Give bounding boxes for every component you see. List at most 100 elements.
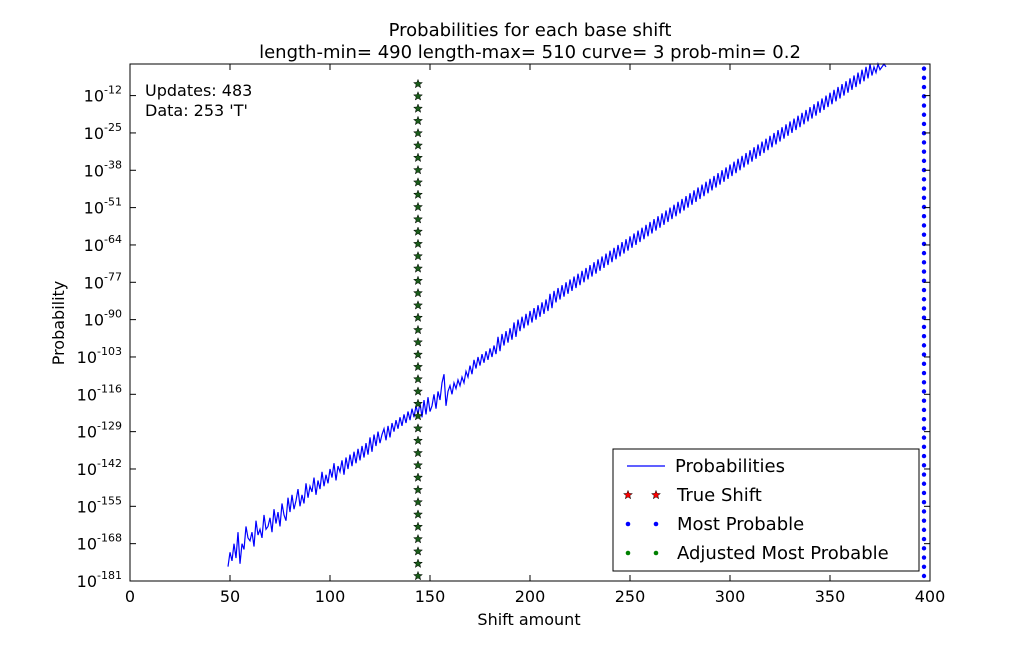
most-probable-point bbox=[921, 380, 927, 385]
most-probable-point bbox=[921, 536, 927, 542]
annotation-updates: Updates: 483 bbox=[145, 81, 252, 100]
x-tick-label-250: 250 bbox=[615, 587, 646, 606]
y-tick-label-9: 10-129 bbox=[77, 420, 122, 442]
most-probable-point bbox=[921, 472, 927, 477]
true-shift-point bbox=[412, 570, 424, 581]
y-tick-label-4: 10-64 bbox=[84, 233, 122, 255]
true-shift-point bbox=[412, 213, 424, 224]
true-shift-point bbox=[412, 78, 424, 89]
true-shift-point bbox=[412, 164, 424, 175]
y-tick-label-10: 10-142 bbox=[77, 457, 122, 479]
x-tick-label-300: 300 bbox=[715, 587, 746, 606]
series-probabilities-line bbox=[227, 61, 887, 567]
legend-swatch-most-probable-a bbox=[625, 521, 631, 527]
x-axis-label: Shift amount bbox=[477, 610, 580, 629]
true-shift-point bbox=[412, 398, 424, 409]
x-tick-label-0: 0 bbox=[125, 587, 135, 606]
y-tick-label-5: 10-77 bbox=[84, 270, 122, 292]
true-shift-point bbox=[412, 189, 424, 199]
y-tick-label-11: 10-155 bbox=[77, 494, 122, 516]
true-shift-point bbox=[412, 386, 424, 396]
true-shift-point bbox=[412, 410, 424, 421]
true-shift-point bbox=[412, 459, 424, 470]
legend-label-true-shift: True Shift bbox=[676, 485, 762, 506]
y-tick-label-12: 10-168 bbox=[77, 532, 122, 554]
most-probable-point bbox=[921, 121, 927, 127]
true-shift-point bbox=[412, 201, 424, 212]
true-shift-point bbox=[412, 238, 424, 249]
legend-label-adjusted-most-probable: Adjusted Most Probable bbox=[677, 543, 889, 564]
most-probable-point bbox=[921, 269, 927, 274]
true-shift-point bbox=[412, 140, 424, 150]
most-probable-point bbox=[921, 343, 927, 348]
most-probable-point bbox=[921, 112, 927, 117]
legend-swatch-true-shift-a bbox=[622, 489, 634, 500]
y-axis-label: Probability bbox=[49, 281, 68, 366]
most-probable-point bbox=[921, 223, 927, 228]
most-probable-point bbox=[921, 75, 927, 81]
series-layer bbox=[227, 61, 927, 581]
most-probable-point bbox=[921, 195, 927, 200]
y-tick-label-2: 10-38 bbox=[84, 158, 122, 180]
y-tick-label-0: 10-12 bbox=[84, 84, 122, 106]
axis-layer: 0 50 100 150 200 250 300 350 400 10-12 10-25 10-38 1… bbox=[77, 63, 946, 606]
most-probable-point bbox=[921, 490, 927, 496]
most-probable-point bbox=[921, 250, 927, 256]
most-probable-point bbox=[921, 66, 927, 71]
most-probable-point bbox=[921, 564, 927, 569]
true-shift-point bbox=[412, 250, 424, 261]
most-probable-point bbox=[921, 94, 927, 99]
most-probable-point bbox=[921, 214, 927, 219]
legend-label-most-probable: Most Probable bbox=[677, 514, 804, 535]
annotation-data: Data: 253 'T' bbox=[145, 101, 248, 120]
most-probable-point bbox=[921, 463, 927, 468]
legend-swatch-adjusted-most-probable-b bbox=[653, 550, 659, 556]
true-shift-point bbox=[412, 546, 424, 556]
annotations: Updates: 483 Data: 253 'T' bbox=[145, 81, 252, 120]
true-shift-point bbox=[412, 275, 424, 286]
true-shift-point bbox=[412, 300, 424, 310]
true-shift-point bbox=[412, 127, 424, 138]
most-probable-point bbox=[921, 260, 927, 265]
most-probable-point bbox=[921, 426, 927, 431]
most-probable-point bbox=[921, 315, 927, 320]
legend-label-probabilities: Probabilities bbox=[675, 456, 785, 477]
most-probable-point bbox=[921, 287, 927, 293]
true-shift-point bbox=[412, 484, 424, 495]
most-probable-point bbox=[921, 140, 927, 145]
most-probable-point bbox=[921, 398, 927, 403]
true-shift-point bbox=[412, 349, 424, 359]
true-shift-point bbox=[412, 103, 424, 113]
true-shift-point bbox=[412, 533, 424, 544]
y-tick-label-13: 10-181 bbox=[77, 569, 122, 591]
true-shift-point bbox=[412, 226, 424, 236]
true-shift-point bbox=[412, 177, 424, 187]
true-shift-point bbox=[412, 312, 424, 322]
true-shift-point bbox=[412, 152, 424, 163]
y-tick-label-7: 10-103 bbox=[77, 345, 122, 367]
true-shift-point bbox=[412, 447, 424, 458]
chart-subtitle: length-min= 490 length-max= 510 curve= 3… bbox=[259, 42, 801, 63]
y-tick-label-3: 10-51 bbox=[84, 196, 122, 218]
true-shift-point bbox=[412, 521, 424, 532]
chart-title: Probabilities for each base shift bbox=[389, 20, 672, 41]
true-shift-point bbox=[412, 263, 424, 273]
most-probable-point bbox=[921, 573, 927, 579]
true-shift-point bbox=[412, 435, 424, 445]
legend: Probabilities True Shift Most Probable Adju… bbox=[612, 448, 920, 572]
true-shift-point bbox=[412, 336, 424, 347]
most-probable-point bbox=[921, 500, 927, 505]
true-shift-point bbox=[412, 509, 424, 519]
true-shift-point bbox=[412, 472, 424, 482]
true-shift-point bbox=[412, 287, 424, 298]
legend-swatch-most-probable-b bbox=[653, 521, 659, 527]
most-probable-point bbox=[921, 186, 927, 191]
true-shift-point bbox=[412, 115, 424, 126]
x-tick-label-100: 100 bbox=[315, 587, 346, 606]
most-probable-point bbox=[921, 546, 927, 551]
most-probable-point bbox=[921, 297, 927, 302]
x-tick-label-400: 400 bbox=[915, 587, 946, 606]
most-probable-point bbox=[921, 435, 927, 440]
true-shift-point bbox=[412, 496, 424, 507]
